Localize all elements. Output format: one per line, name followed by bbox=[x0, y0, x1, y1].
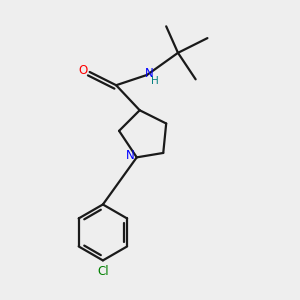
Text: N: N bbox=[145, 67, 154, 80]
Text: Cl: Cl bbox=[97, 265, 109, 278]
Text: O: O bbox=[79, 64, 88, 77]
Text: H: H bbox=[152, 76, 159, 86]
Text: N: N bbox=[126, 149, 135, 162]
